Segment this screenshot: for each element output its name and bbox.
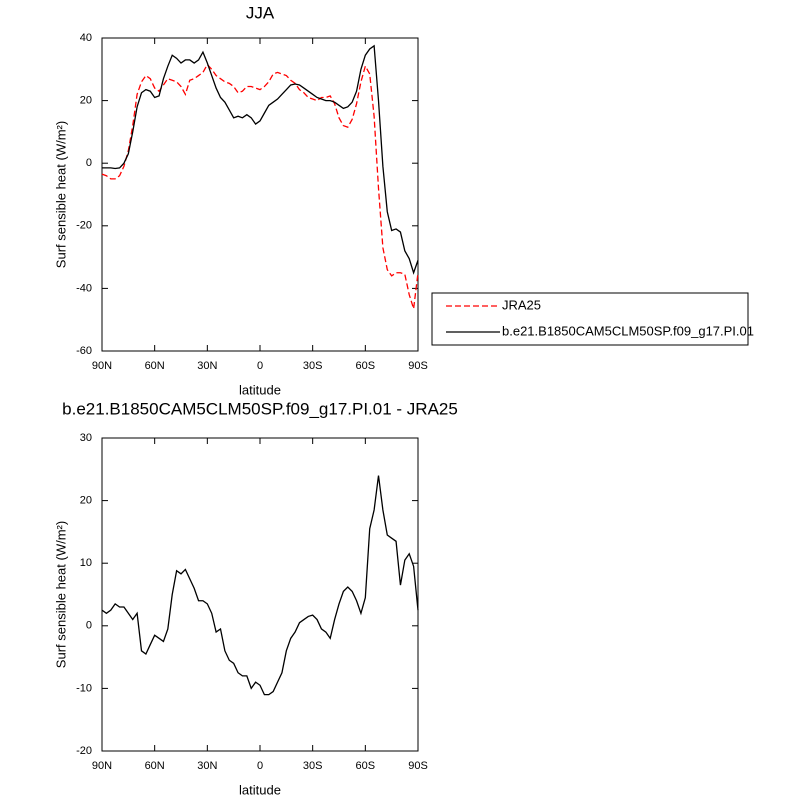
y-tick-label: -20	[76, 220, 92, 232]
x-tick-label: 60S	[356, 760, 376, 772]
legend-box	[431, 292, 749, 346]
data-line	[101, 475, 419, 696]
x-tick-label: 30N	[197, 360, 217, 372]
plot-frame	[101, 37, 419, 352]
x-axis-label: latitude	[239, 382, 281, 397]
y-tick-label: 10	[80, 557, 92, 569]
x-tick-label: 90N	[92, 360, 112, 372]
y-tick-label: -10	[76, 682, 92, 694]
y-axis-label: Surf sensible heat (W/m²)	[53, 521, 68, 668]
x-tick-label: 90S	[408, 760, 428, 772]
y-tick-label: 0	[86, 157, 92, 169]
x-tick-label: 30S	[303, 760, 323, 772]
legend-label: b.e21.B1850CAM5CLM50SP.f09_g17.PI.01	[502, 323, 754, 338]
x-tick-label: 60N	[145, 760, 165, 772]
y-tick-label: 20	[80, 495, 92, 507]
x-tick-label: 0	[257, 760, 263, 772]
legend-label: JRA25	[502, 297, 541, 312]
y-axis-label: Surf sensible heat (W/m²)	[53, 121, 68, 268]
data-line	[102, 44, 419, 275]
chart-title: JJA	[246, 3, 275, 22]
x-tick-label: 0	[257, 360, 263, 372]
x-tick-label: 90N	[92, 760, 112, 772]
y-tick-label: -40	[76, 282, 92, 294]
y-tick-label: 40	[80, 32, 92, 44]
x-tick-label: 60N	[145, 360, 165, 372]
y-tick-label: -20	[76, 745, 92, 757]
y-tick-label: -60	[76, 345, 92, 357]
x-axis-label: latitude	[239, 782, 281, 797]
x-tick-label: 90S	[408, 360, 428, 372]
x-tick-label: 60S	[356, 360, 376, 372]
plot-frame	[101, 437, 419, 752]
x-tick-label: 30N	[197, 760, 217, 772]
chart-title: b.e21.B1850CAM5CLM50SP.f09_g17.PI.01 - J…	[62, 399, 458, 418]
y-tick-label: 20	[80, 95, 92, 107]
data-line	[101, 63, 419, 309]
x-tick-label: 30S	[303, 360, 323, 372]
y-tick-label: 30	[80, 432, 92, 444]
y-tick-label: 0	[86, 620, 92, 632]
